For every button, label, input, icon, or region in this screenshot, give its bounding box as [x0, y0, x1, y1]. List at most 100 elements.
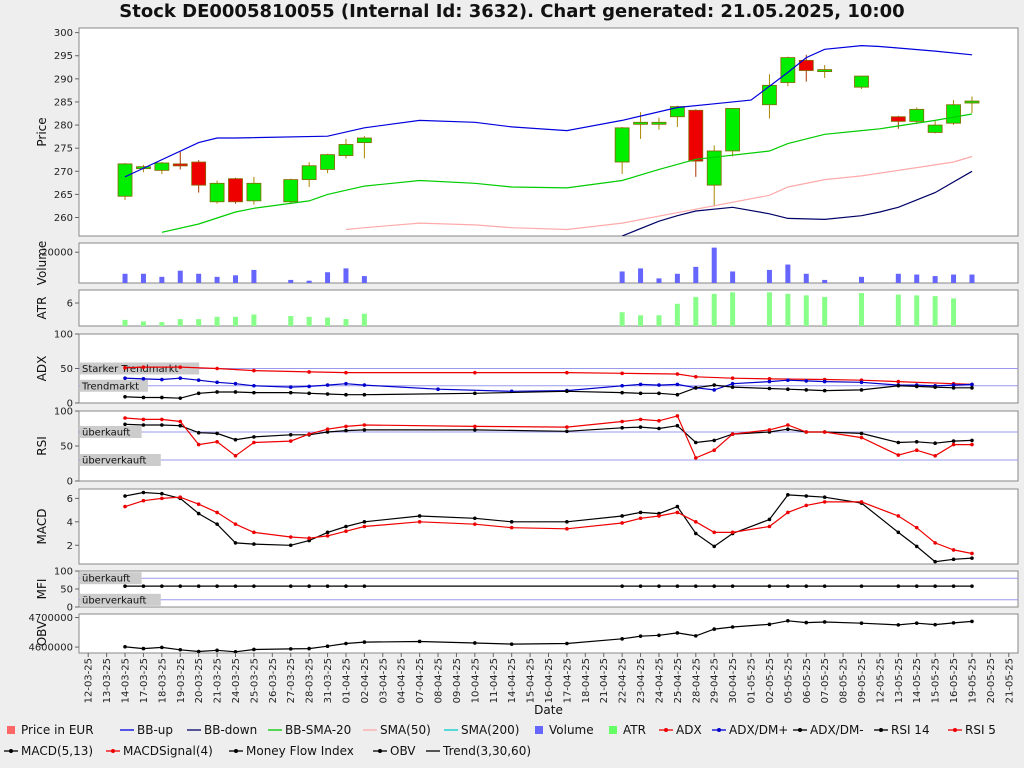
legend-label: SMA(50): [380, 723, 431, 737]
rsi-plot-area: [78, 410, 1019, 482]
adx-point-adx-dm: [657, 383, 661, 387]
adx-point-adx: [896, 379, 901, 384]
rsi-point-rsi-5: [693, 456, 698, 460]
rsi-point-rsi-5: [141, 417, 146, 422]
atr-plot-area: [78, 289, 1019, 327]
macd-point-macdsignal-4: [951, 548, 956, 552]
price-ytick-label: 295: [54, 51, 73, 62]
macd-point-macdsignal-4: [417, 520, 422, 524]
rsi-point-rsi-5: [252, 440, 256, 445]
legend-marker: [879, 728, 883, 732]
adx-point-adx-dm: [804, 388, 809, 392]
legend-marker: [9, 749, 13, 753]
rsi-point-rsi-14: [786, 427, 790, 432]
obv-point-obv: [123, 644, 127, 649]
adx-point-adx-dm: [657, 391, 661, 396]
rsi-point-rsi-5: [767, 428, 772, 432]
legend-label: Price in EUR: [21, 723, 94, 737]
macd-point-macdsignal-4: [252, 530, 256, 535]
price-ytick-label: 285: [54, 97, 73, 108]
volume-bar: [343, 268, 349, 283]
adx-point-adx: [767, 377, 772, 381]
macd-point-macdsignal-4: [638, 516, 643, 521]
atr-bar: [674, 303, 680, 326]
mfi-ref-label: überkauft: [82, 574, 130, 585]
obv-point-obv: [730, 625, 735, 629]
obv-point-obv: [233, 650, 238, 653]
atr-bar: [803, 295, 809, 326]
candle-body: [798, 59, 814, 71]
adx-point-adx-dm: [730, 385, 735, 389]
price-line-bb-up: [124, 44, 973, 178]
candle-body: [191, 161, 207, 186]
volume-bar: [766, 269, 772, 283]
xtick-label: 03-04-25: [378, 658, 389, 703]
price-ytick-label: 265: [54, 190, 73, 201]
adx-ytick-label: 0: [67, 399, 73, 410]
mfi-point-money-flow-index: [675, 584, 680, 588]
rsi-point-rsi-5: [859, 435, 864, 440]
volume-bar: [711, 247, 717, 283]
macd-point-macdsignal-4: [804, 503, 809, 508]
xtick-label: 21-05-25: [1004, 658, 1015, 703]
rsi-point-rsi-14: [178, 423, 183, 428]
atr-plot-content: [122, 292, 957, 326]
adx-point-adx-dm: [638, 382, 643, 387]
legend-swatch: [609, 726, 617, 734]
adx-point-adx-dm: [252, 383, 256, 388]
adx-point-adx: [730, 376, 735, 380]
atr-bar: [638, 315, 644, 326]
rsi-point-rsi-5: [970, 442, 974, 447]
xtick-label: 12-03-25: [84, 658, 95, 703]
price-ylabel: Price: [35, 117, 49, 146]
obv-point-obv: [951, 621, 956, 625]
price-line-bb-sma-20: [161, 113, 973, 233]
rsi-ytick-label: 100: [54, 407, 73, 418]
macd-point-macdsignal-4: [620, 521, 624, 525]
macd-point-macd-5-13: [896, 530, 901, 535]
xtick-label: 29-04-25: [710, 658, 721, 703]
adx-point-adx-dm: [859, 388, 864, 392]
candle-body: [117, 163, 133, 197]
xtick-label: 16-04-25: [544, 658, 555, 703]
candle-body: [854, 75, 869, 88]
adx-point-adx-dm: [859, 380, 864, 385]
adx-point-adx-dm: [767, 386, 772, 391]
macd-point-macd-5-13: [509, 520, 514, 524]
mfi-plot-content: überkauft überverkauft: [79, 572, 1018, 606]
volume-bar: [325, 272, 331, 283]
price-ytick-label: 275: [54, 144, 73, 155]
candle-body: [890, 116, 906, 122]
xtick-label: 24-03-25: [231, 658, 242, 703]
obv-point-obv: [325, 644, 330, 649]
adx-ref-label: Trendmarkt: [81, 381, 139, 392]
xtick-label: 31-03-25: [323, 658, 334, 703]
volume-bar: [361, 276, 367, 283]
adx-point-adx-dm: [325, 392, 330, 396]
adx-point-adx-dm: [970, 382, 974, 387]
adx-point-adx-dm: [767, 379, 772, 384]
xtick-label: 14-03-25: [121, 658, 132, 703]
rsi-point-rsi-14: [712, 438, 717, 443]
macd-point-macd-5-13: [160, 491, 164, 496]
obv-point-obv: [509, 642, 514, 646]
macd-point-macdsignal-4: [325, 534, 330, 538]
candle-body: [301, 165, 317, 181]
macd-point-macdsignal-4: [509, 525, 514, 530]
rsi-point-rsi-5: [657, 419, 661, 423]
xtick-label: 05-05-25: [783, 658, 794, 703]
macd-point-macdsignal-4: [730, 530, 735, 535]
adx-point-adx: [473, 370, 477, 375]
rsi-ref-label: überverkauft: [82, 456, 147, 467]
adx-point-adx-dm: [914, 384, 919, 389]
legend-label: OBV: [390, 744, 416, 758]
atr-bar: [711, 293, 717, 326]
price-plot-content: [117, 44, 980, 236]
obv-point-obv: [804, 620, 809, 625]
rsi-ref-label-bg: [80, 426, 142, 438]
mfi-point-money-flow-index: [620, 584, 624, 588]
adx-point-adx-dm: [638, 391, 643, 396]
volume-bar: [159, 276, 165, 283]
mfi-point-money-flow-index: [786, 584, 790, 588]
